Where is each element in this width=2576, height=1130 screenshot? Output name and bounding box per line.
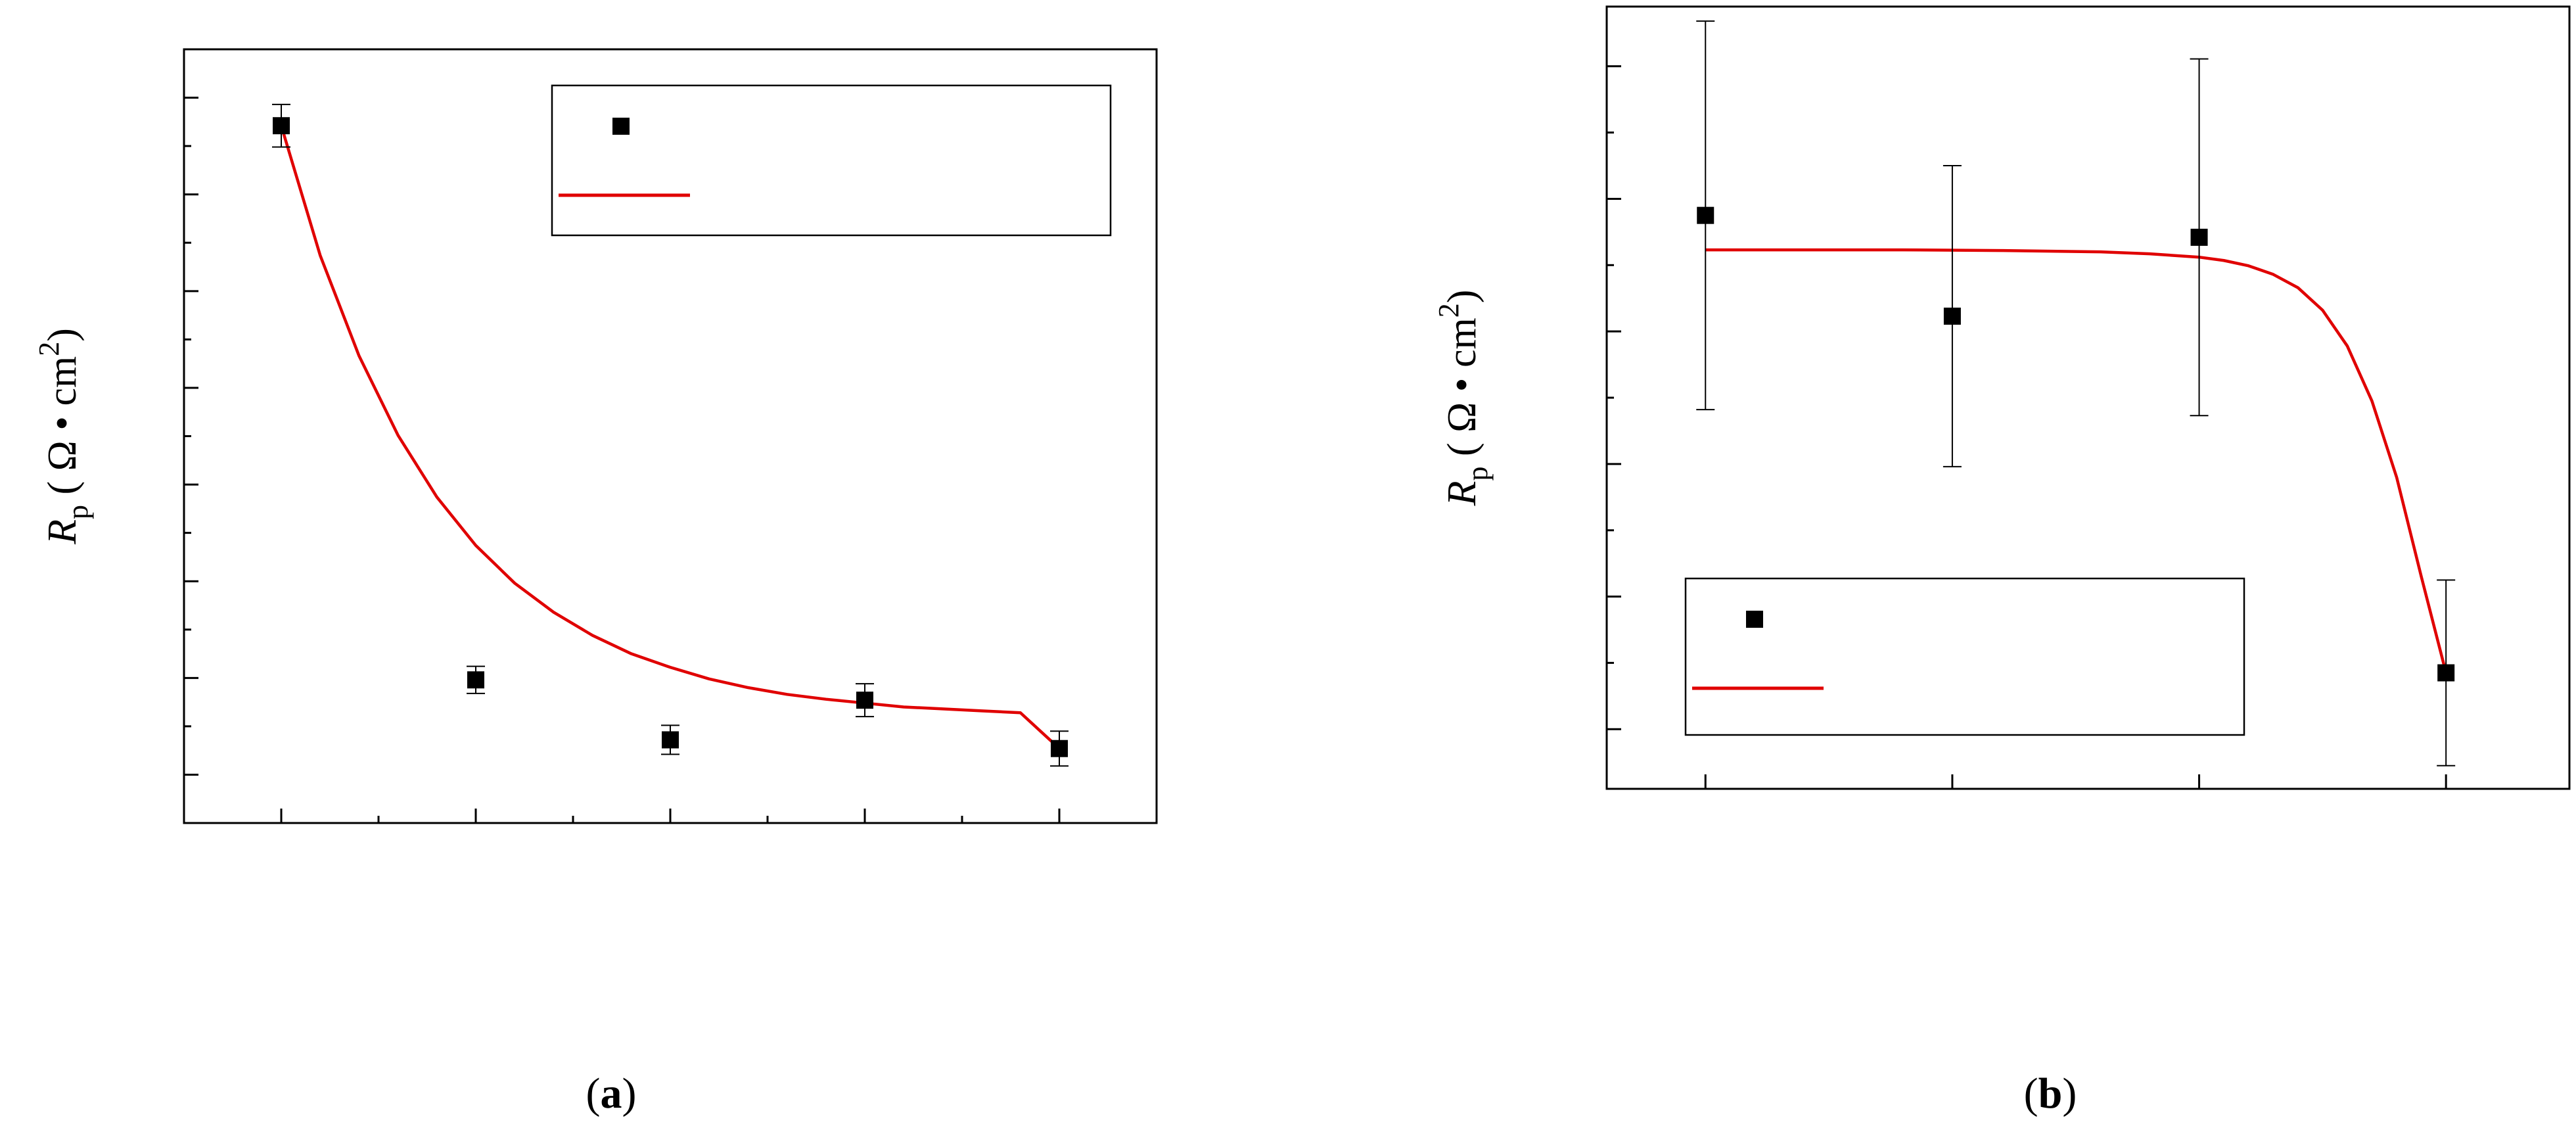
legend-box [1684,577,2245,736]
data-point [1697,206,1714,224]
data-point [856,692,873,709]
data-point [2190,228,2208,246]
data-point [467,671,484,689]
data-point [1943,307,1961,325]
fitting-curve [1705,248,2448,674]
y-axis-units: ( Ω • cm [1440,318,1484,466]
caption-letter: a [601,1070,622,1118]
y-axis-units: ( Ω • cm [40,356,85,505]
panel-caption: (a) [586,1070,637,1118]
data-point [2437,664,2455,682]
chart-panel-a: Rp ( Ω • cm2)(a) [33,48,1158,1118]
legend-marker-experimental [612,118,630,135]
y-axis-subscript: p [1461,466,1494,481]
legend-marker-experimental [1746,611,1763,628]
caption-letter: b [2038,1070,2063,1118]
y-axis-subscript: p [62,505,94,519]
caption-close: ) [622,1070,637,1118]
y-axis-close: ) [1440,290,1484,304]
y-axis-superscript: 2 [33,342,65,356]
data-point [273,117,290,135]
y-axis-symbol: R [1440,481,1484,506]
data-point [1051,740,1068,757]
y-axis-label: Rp ( Ω • cm2) [1433,290,1494,507]
y-axis-symbol: R [40,519,85,545]
legend-box [551,84,1112,237]
caption-open: ( [586,1070,601,1118]
panel-caption: (b) [2024,1070,2077,1118]
data-point [662,731,679,749]
chart-panel-b: Rp ( Ω • cm2)(b) [1433,5,2571,1118]
caption-close: ) [2062,1070,2077,1118]
y-axis-label: Rp ( Ω • cm2) [33,328,94,545]
y-axis-close: ) [40,328,85,342]
y-axis-superscript: 2 [1433,303,1465,318]
fitting-curve [279,125,1061,750]
caption-open: ( [2024,1070,2038,1118]
